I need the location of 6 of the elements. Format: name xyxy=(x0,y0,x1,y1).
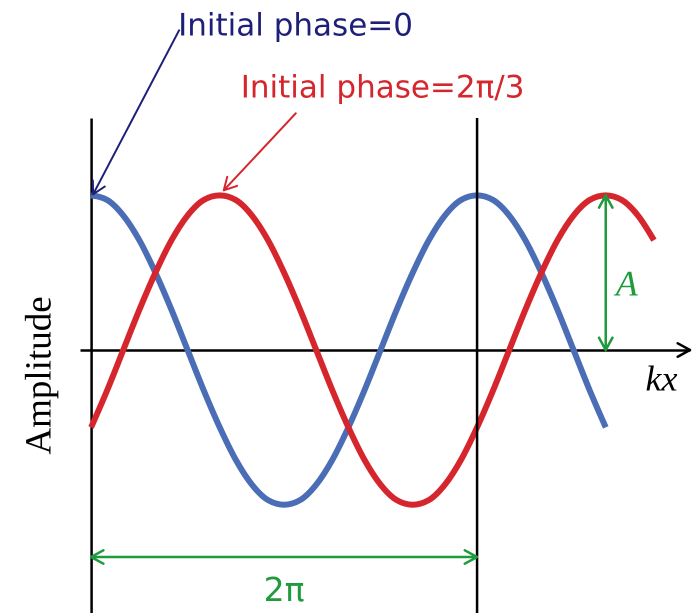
y-axis-title: Amplitude xyxy=(18,296,60,455)
text: 2π xyxy=(264,570,305,609)
x-axis-title: kx xyxy=(646,358,678,399)
text: Initial phase=0 xyxy=(178,7,413,44)
annotation: A xyxy=(614,264,639,304)
text: Initial phase=2π/3 xyxy=(240,69,524,106)
